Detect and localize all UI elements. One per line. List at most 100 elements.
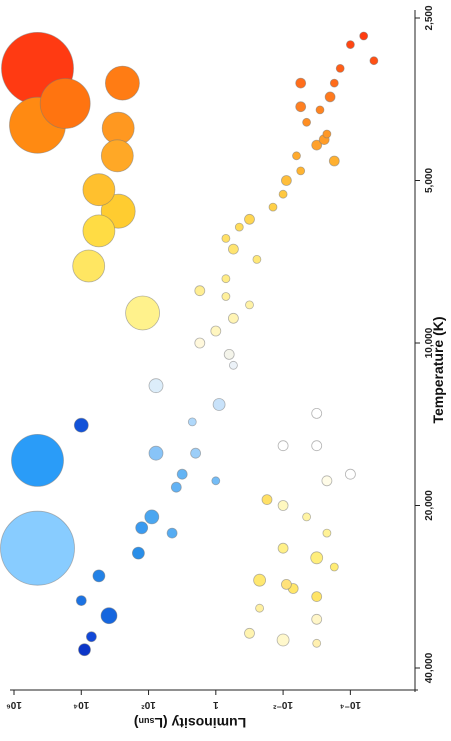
star-point <box>253 573 267 587</box>
star-point <box>221 292 231 301</box>
star-point <box>227 243 239 255</box>
luminosity-axis-title-close: ) <box>134 715 139 731</box>
star-point <box>244 627 255 639</box>
star-point <box>221 233 231 243</box>
star-point <box>277 542 289 554</box>
star-point <box>144 509 160 525</box>
star-point <box>268 202 278 212</box>
luminosity-ticks: 10⁶ 10⁴ 10² 1 10⁻² 10⁻⁴ <box>6 690 361 710</box>
star-point <box>166 527 178 539</box>
star-point <box>315 105 325 115</box>
luminosity-tick-label: 10⁴ <box>73 699 89 710</box>
star-points <box>0 31 379 657</box>
star-point <box>82 214 116 248</box>
luminosity-axis-title: Luminosity (Lsun) <box>134 715 246 731</box>
luminosity-tick-label: 10⁶ <box>6 699 22 710</box>
star-point <box>328 155 340 167</box>
star-point <box>228 360 238 370</box>
star-point <box>302 117 312 127</box>
star-point <box>261 494 273 506</box>
star-point <box>322 129 332 139</box>
luminosity-tick-label: 10⁻² <box>273 699 293 710</box>
star-point <box>223 348 235 360</box>
star-point <box>295 77 307 89</box>
luminosity-axis-title-main: Luminosity (L <box>154 715 246 731</box>
star-point <box>148 378 164 394</box>
star-point <box>135 521 149 535</box>
star-point <box>276 633 290 647</box>
star-point <box>252 254 262 264</box>
star-point <box>212 398 226 411</box>
star-point <box>335 64 345 73</box>
star-point <box>194 285 206 297</box>
star-point <box>100 607 118 625</box>
temperature-tick-label: 10,000 <box>424 327 435 358</box>
luminosity-axis-title-sub: sun <box>138 716 154 726</box>
star-point <box>148 445 164 461</box>
star-point <box>280 579 292 590</box>
star-point <box>125 295 161 331</box>
luminosity-tick-label: 10⁻⁴ <box>340 699 361 710</box>
star-point <box>277 440 289 452</box>
star-point <box>86 631 97 643</box>
star-point <box>344 468 356 480</box>
star-point <box>296 166 306 176</box>
star-point <box>369 56 379 66</box>
star-point <box>211 476 221 486</box>
star-point <box>75 595 87 606</box>
luminosity-tick-label: 1 <box>213 699 219 710</box>
star-point <box>105 65 140 101</box>
star-point <box>280 175 292 186</box>
temperature-tick-label: 2,500 <box>424 5 435 30</box>
temperature-tick-label: 20,000 <box>424 490 435 521</box>
star-point <box>312 638 322 648</box>
star-point <box>73 417 89 433</box>
star-point <box>11 433 64 487</box>
star-point <box>227 312 239 324</box>
star-point <box>310 551 324 565</box>
star-point <box>194 337 206 349</box>
star-point <box>321 475 333 487</box>
star-point <box>0 510 75 586</box>
star-point <box>82 173 116 207</box>
star-point <box>292 151 301 161</box>
star-point <box>78 643 91 657</box>
star-point <box>72 249 106 283</box>
star-point <box>187 417 197 427</box>
star-point <box>170 481 182 493</box>
luminosity-tick-label: 10² <box>141 699 156 710</box>
star-point <box>295 101 307 113</box>
star-point <box>322 528 332 538</box>
star-point <box>131 546 145 560</box>
star-point <box>100 139 134 173</box>
star-point <box>329 562 339 572</box>
star-point <box>234 222 244 232</box>
star-point <box>190 447 202 459</box>
temperature-tick-label: 40,000 <box>424 652 435 683</box>
star-point <box>244 213 255 225</box>
star-point <box>278 189 288 199</box>
star-point <box>255 603 265 613</box>
temperature-ticks: 40,000 20,000 10,000 5,000 2,500 <box>415 5 435 683</box>
star-point <box>324 91 336 103</box>
star-point <box>345 40 355 49</box>
star-point <box>176 468 188 480</box>
star-point <box>39 78 91 129</box>
star-point <box>311 591 323 602</box>
temperature-tick-label: 5,000 <box>424 168 435 193</box>
star-point <box>221 274 231 284</box>
star-point <box>277 500 289 511</box>
star-point <box>311 139 323 151</box>
star-point <box>359 31 369 41</box>
star-point <box>329 78 339 88</box>
star-point <box>311 407 323 419</box>
star-point <box>311 613 323 625</box>
star-point <box>92 569 106 583</box>
star-point <box>302 512 312 522</box>
star-point <box>210 325 222 337</box>
star-point <box>245 300 254 310</box>
star-point <box>311 440 323 452</box>
temperature-axis-title: Temperature (K) <box>430 316 446 423</box>
star-point <box>101 111 135 145</box>
